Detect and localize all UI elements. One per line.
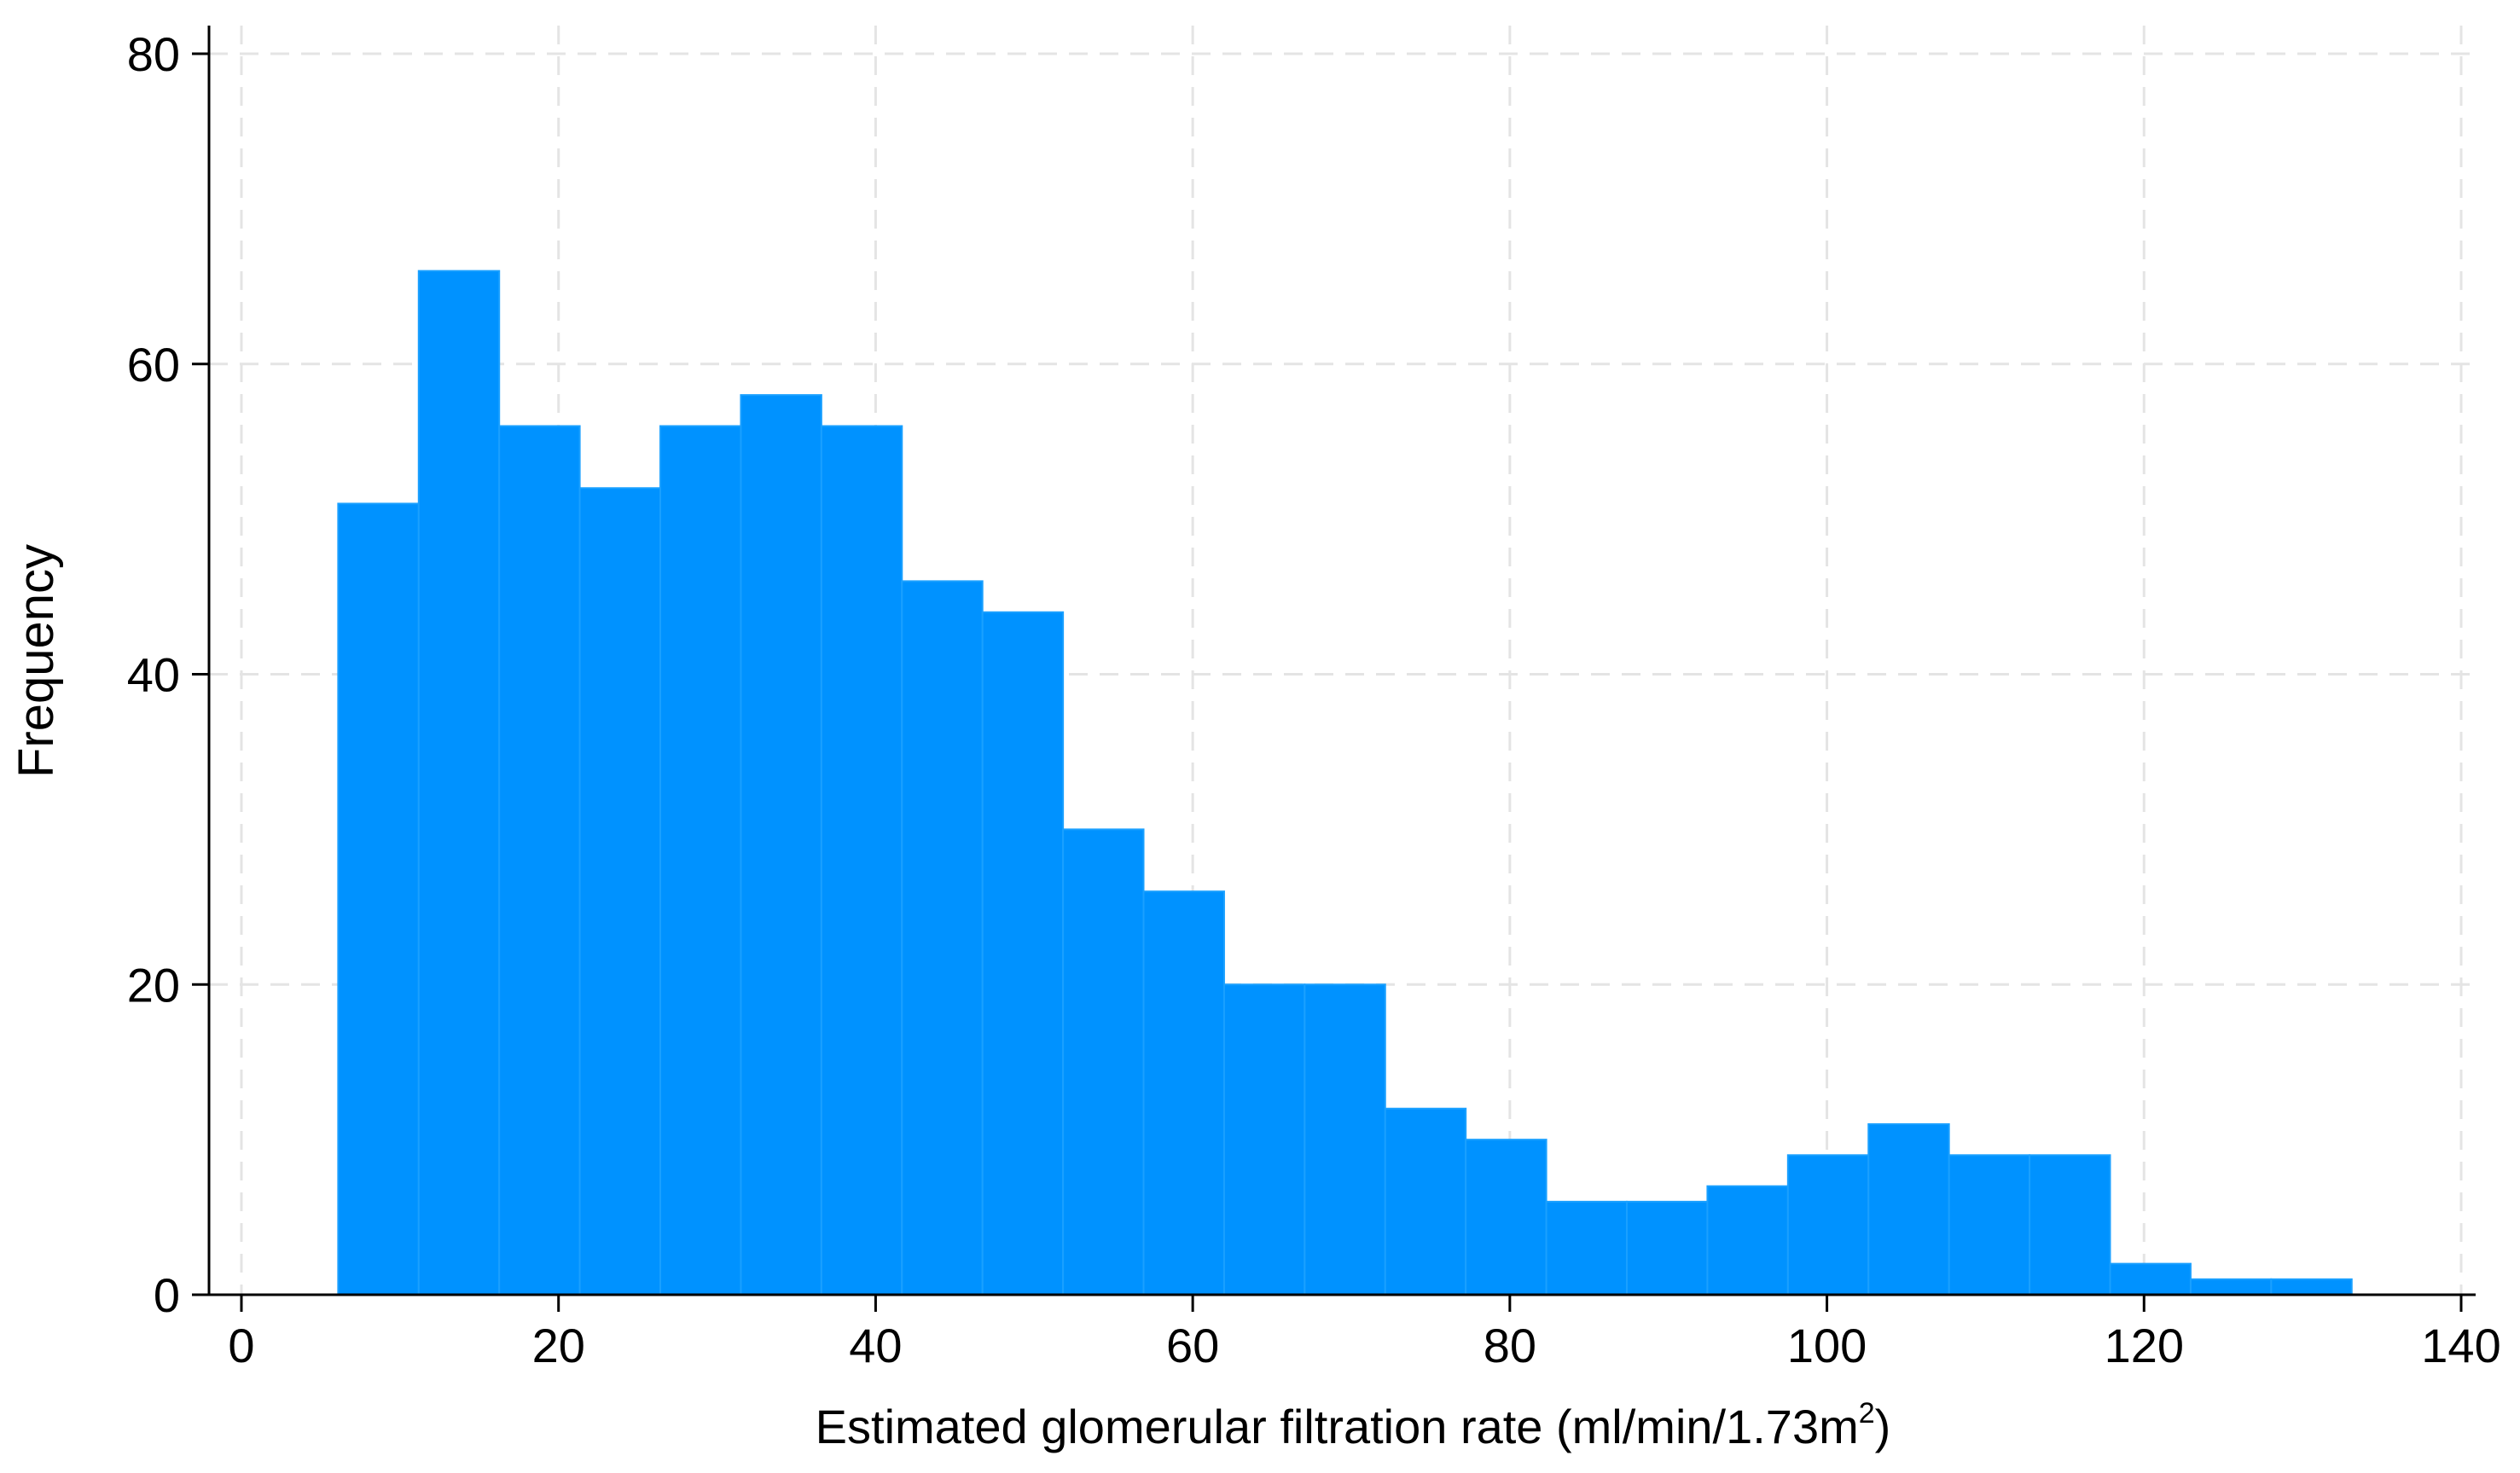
- histogram-bar: [498, 425, 581, 1296]
- histogram-bar: [417, 270, 501, 1296]
- histogram-bar: [1142, 890, 1225, 1296]
- histogram-bar: [740, 394, 822, 1296]
- histogram-bar: [1222, 983, 1306, 1296]
- histogram-bar: [981, 611, 1065, 1296]
- y-tick-label: 40: [127, 648, 180, 702]
- y-tick-label: 20: [127, 958, 180, 1012]
- histogram-bar: [1304, 983, 1386, 1296]
- y-axis-label: Frequency: [9, 544, 64, 778]
- histogram-bar: [1706, 1185, 1789, 1296]
- x-axis-label-main: Estimated glomerular filtration rate (ml…: [816, 1400, 1859, 1453]
- x-tick-label: 0: [228, 1319, 254, 1372]
- x-tick-label: 80: [1484, 1319, 1536, 1372]
- y-tick-label: 0: [154, 1268, 180, 1322]
- x-axis-label: Estimated glomerular filtration rate (ml…: [816, 1397, 1891, 1453]
- histogram-bar: [1948, 1154, 2031, 1296]
- x-tick-label: 20: [532, 1319, 585, 1372]
- x-tick-label: 140: [2421, 1319, 2500, 1372]
- histogram-bar: [1384, 1107, 1467, 1296]
- histogram-bar: [2189, 1278, 2273, 1296]
- x-tick-label: 60: [1166, 1319, 1219, 1372]
- histogram-bar: [1465, 1139, 1547, 1296]
- histogram-bars: [337, 270, 2353, 1296]
- histogram-bar: [901, 580, 984, 1296]
- histogram-bar: [1062, 828, 1145, 1296]
- tick-labels: 0 20 40 60 80 100 120 140 0 20 40 60 80: [127, 27, 2501, 1372]
- y-tick-label: 60: [127, 338, 180, 391]
- histogram-bar: [2109, 1262, 2192, 1296]
- histogram-bar: [1867, 1122, 1950, 1296]
- x-tick-label: 100: [1787, 1319, 1867, 1372]
- x-axis-label-suffix: ): [1875, 1400, 1891, 1453]
- axes: [207, 26, 2476, 1296]
- histogram-bar: [1545, 1200, 1629, 1296]
- histogram-bar: [820, 425, 903, 1296]
- histogram-bar: [1786, 1154, 1870, 1296]
- y-tick-label: 80: [127, 27, 180, 81]
- x-tick-label: 120: [2105, 1319, 2184, 1372]
- histogram-bar: [1626, 1200, 1709, 1296]
- histogram-bar: [2029, 1154, 2111, 1296]
- histogram-bar: [2270, 1278, 2353, 1296]
- x-axis-label-superscript: 2: [1859, 1397, 1875, 1430]
- x-tick-label: 40: [849, 1319, 902, 1372]
- histogram-bar: [578, 487, 662, 1296]
- histogram-bar: [659, 425, 742, 1296]
- histogram-bar: [337, 502, 420, 1296]
